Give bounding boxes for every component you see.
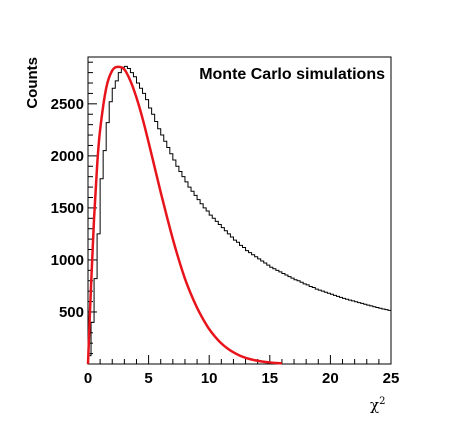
fit-curve-series xyxy=(86,65,283,365)
x-tick-label: 25 xyxy=(383,370,400,387)
y-tick-label: 500 xyxy=(59,304,84,321)
x-tick-label: 0 xyxy=(84,370,92,387)
histogram-line xyxy=(87,65,391,364)
fit-curve-line xyxy=(86,65,283,365)
x-axis-title-base: χ xyxy=(370,396,379,414)
histogram-series xyxy=(87,65,391,364)
y-tick-label: 2000 xyxy=(51,148,84,165)
y-tick-label: 2500 xyxy=(51,96,84,113)
y-axis: 500 1000 1500 2000 2500 xyxy=(51,61,97,355)
plot-frame xyxy=(87,56,392,365)
y-tick-label: 1000 xyxy=(51,252,84,269)
annotation: Monte Carlo simulations xyxy=(199,66,385,83)
x-tick-label: 15 xyxy=(261,370,278,387)
y-axis-title: Counts xyxy=(24,57,41,109)
x-tick-label: 5 xyxy=(144,370,152,387)
x-axis-title: χ2 xyxy=(370,396,385,414)
y-tick-label: 1500 xyxy=(51,200,84,217)
x-tick-label: 20 xyxy=(322,370,339,387)
x-axis: 0 5 10 15 20 25 xyxy=(84,355,400,387)
x-tick-label: 10 xyxy=(201,370,218,387)
x-axis-title-sup: 2 xyxy=(379,396,385,407)
